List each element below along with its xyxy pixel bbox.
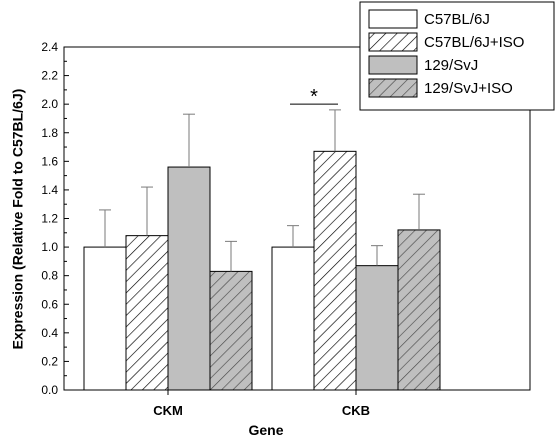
bar [313,150,357,391]
y-tick-label: 0.4 [41,326,58,340]
x-axis-title: Gene [248,422,283,438]
bar [355,265,399,391]
bar [125,235,169,391]
y-axis: 0.0 0.2 0.4 0.6 0.8 1.0 1.2 1.4 1.6 1.8 2.0 2.2 2.4 [41,40,69,397]
x-axis: CKM CKB [153,390,370,418]
bar [271,246,315,391]
y-tick-label: 1.8 [41,126,58,140]
y-tick-label: 1.2 [41,212,58,226]
legend: C57BL/6J C57BL/6J+ISO 129/SvJ 129/SvJ+ISO [359,1,555,111]
annotations: * [290,86,338,108]
legend-label: 129/SvJ [424,57,478,74]
y-tick-label: 2.4 [41,40,58,54]
x-tick-label: CKM [153,403,183,418]
significance-label: * [310,86,318,108]
y-tick-label: 1.6 [41,154,58,168]
y-tick-label: 2.2 [41,69,58,83]
y-tick-label: 1.4 [41,183,58,197]
legend-swatch [368,78,418,98]
legend-label: C57BL/6J [424,11,490,28]
y-axis-title: Expression (Relative Fold to C57BL/6J) [10,89,26,350]
y-tick-label: 1.0 [41,240,58,254]
y-tick-label: 0.0 [41,383,58,397]
y-tick-label: 0.6 [41,297,58,311]
error-bars [99,109,425,272]
y-tick-label: 0.2 [41,354,58,368]
bar [167,166,211,391]
legend-swatch [368,55,418,75]
y-tick-label: 2.0 [41,97,58,111]
legend-swatch [368,9,418,29]
bar [83,246,127,391]
bar [209,270,253,391]
legend-label: C57BL/6J+ISO [424,34,524,51]
x-tick-label: CKB [342,403,370,418]
y-tick-label: 0.8 [41,269,58,283]
legend-swatch [368,32,418,52]
legend-label: 129/SvJ+ISO [424,80,513,97]
bars [83,150,441,391]
bar [397,229,441,391]
